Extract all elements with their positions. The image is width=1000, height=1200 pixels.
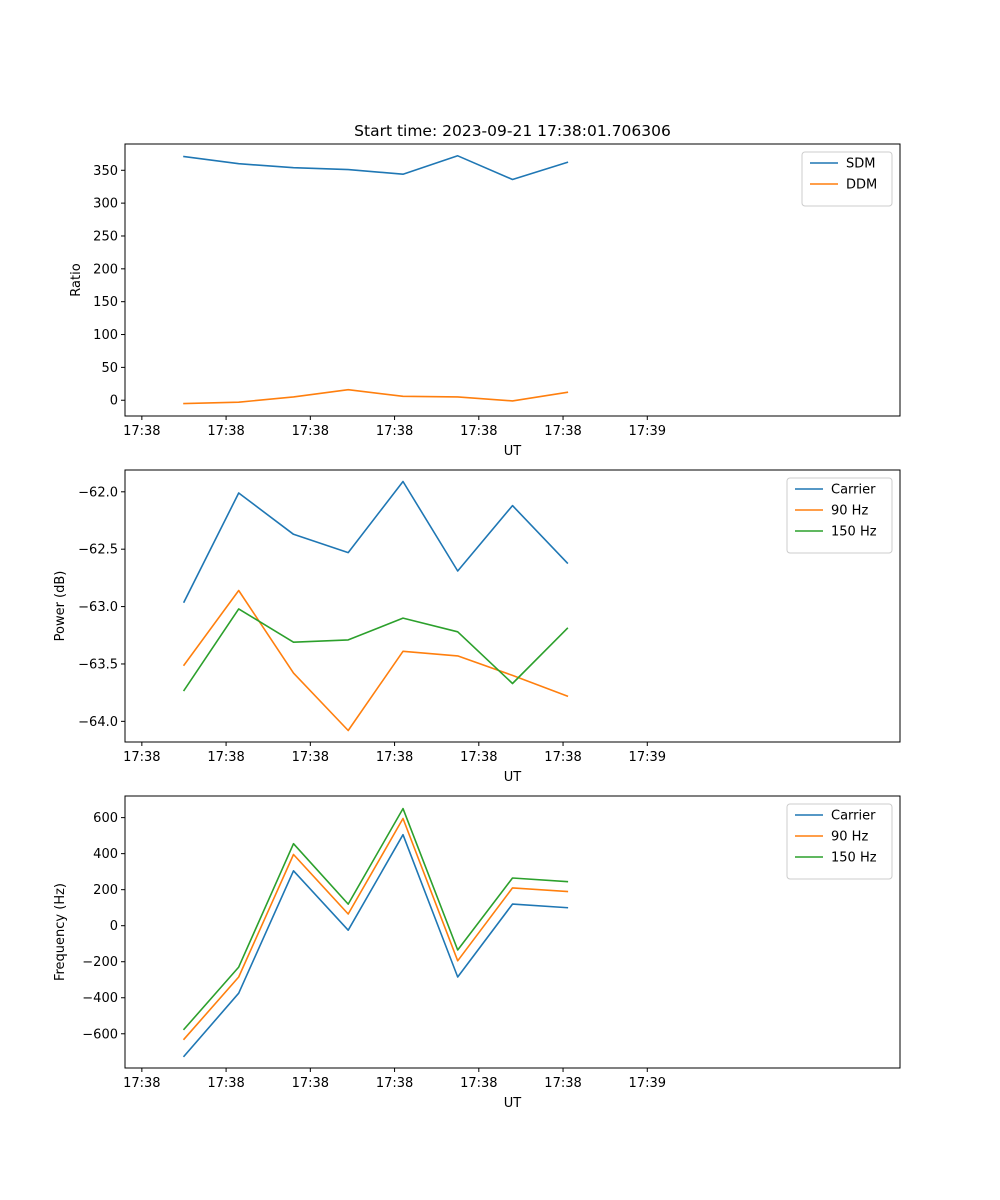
- legend-entry: 150 Hz: [831, 851, 877, 866]
- x-tick-label: 17:38: [123, 424, 160, 439]
- x-tick-label: 17:39: [629, 424, 666, 439]
- x-tick-label: 17:38: [376, 424, 413, 439]
- x-tick-label: 17:38: [292, 750, 329, 765]
- chart-panel-2: 17:38 17:38 17:38 17:38 17:38 17:38 17:39 −64.0…: [53, 469, 901, 785]
- y-tick-label: 300: [93, 197, 118, 212]
- x-tick-label: 17:38: [207, 750, 244, 765]
- series-line-carrier: [182, 480, 569, 604]
- y-tick-label: −62.5: [78, 543, 118, 558]
- x-tick-label: 17:38: [292, 424, 329, 439]
- y-tick-label: 50: [101, 361, 118, 376]
- legend: Carrier 90 Hz 150 Hz: [786, 803, 893, 880]
- chart-panel-1: Start time: 2023-09-21 17:38:01.706306 17…: [69, 122, 901, 459]
- chart-title: Start time: 2023-09-21 17:38:01.706306: [354, 122, 671, 140]
- legend-entry: DDM: [846, 178, 877, 193]
- legend-entry: Carrier: [831, 809, 876, 824]
- y-tick-label: −63.0: [78, 600, 118, 615]
- legend-entry: 150 Hz: [831, 525, 877, 540]
- x-tick-label: 17:38: [460, 1076, 497, 1091]
- legend-entry: SDM: [846, 157, 875, 172]
- x-tick-label: 17:38: [376, 750, 413, 765]
- y-tick-label: −63.5: [78, 657, 118, 672]
- x-tick-label: 17:38: [123, 1076, 160, 1091]
- y-axis-label: Frequency (Hz): [53, 883, 68, 981]
- y-tick-label: 200: [93, 883, 118, 898]
- legend-entry: Carrier: [831, 483, 876, 498]
- x-tick-label: 17:39: [629, 750, 666, 765]
- y-tick-label: −400: [82, 991, 118, 1006]
- series-line-150-hz: [182, 608, 569, 692]
- legend: SDM DDM: [801, 151, 893, 207]
- legend-entry: 90 Hz: [831, 830, 868, 845]
- series-line-ddm: [183, 388, 569, 405]
- y-axis-label: Ratio: [69, 263, 84, 296]
- axes-frame: [124, 143, 901, 417]
- y-tick-label: 0: [110, 919, 118, 934]
- x-tick-label: 17:38: [544, 750, 581, 765]
- x-tick-label: 17:38: [123, 750, 160, 765]
- chart-panel-3: 17:38 17:38 17:38 17:38 17:38 17:38 17:39 −600 −…: [53, 795, 901, 1111]
- legend-box: [786, 477, 893, 554]
- y-tick-label: 150: [93, 295, 118, 310]
- y-tick-label: 100: [93, 328, 118, 343]
- x-tick-label: 17:38: [292, 1076, 329, 1091]
- x-axis-label: UT: [504, 770, 522, 785]
- series-line-sdm: [183, 155, 569, 181]
- axes-frame: [124, 469, 901, 743]
- x-tick-label: 17:38: [544, 1076, 581, 1091]
- x-tick-label: 17:38: [460, 750, 497, 765]
- y-tick-label: 400: [93, 847, 118, 862]
- x-tick-label: 17:38: [376, 1076, 413, 1091]
- series-line-90-hz: [182, 589, 569, 732]
- y-tick-label: 0: [110, 394, 118, 409]
- y-tick-label: 200: [93, 262, 118, 277]
- y-tick-label: 350: [93, 164, 118, 179]
- y-tick-label: −64.0: [78, 715, 118, 730]
- axes-frame: [124, 795, 901, 1069]
- legend-box: [786, 803, 893, 880]
- y-tick-label: −600: [82, 1027, 118, 1042]
- series-line-90-hz: [182, 817, 569, 1041]
- x-tick-label: 17:38: [544, 424, 581, 439]
- x-tick-label: 17:38: [460, 424, 497, 439]
- legend-box: [801, 151, 893, 207]
- x-axis-label: UT: [504, 1096, 522, 1111]
- x-axis-label: UT: [504, 444, 522, 459]
- series-line-carrier: [182, 833, 569, 1058]
- x-tick-label: 17:38: [207, 424, 244, 439]
- x-tick-label: 17:38: [207, 1076, 244, 1091]
- legend: Carrier 90 Hz 150 Hz: [786, 477, 893, 554]
- y-tick-label: 250: [93, 229, 118, 244]
- y-tick-label: 600: [93, 811, 118, 826]
- series-line-150-hz: [182, 807, 569, 1031]
- x-tick-label: 17:39: [629, 1076, 666, 1091]
- y-axis-label: Power (dB): [53, 571, 68, 642]
- y-tick-label: −200: [82, 955, 118, 970]
- legend-entry: 90 Hz: [831, 504, 868, 519]
- y-tick-label: −62.0: [78, 485, 118, 500]
